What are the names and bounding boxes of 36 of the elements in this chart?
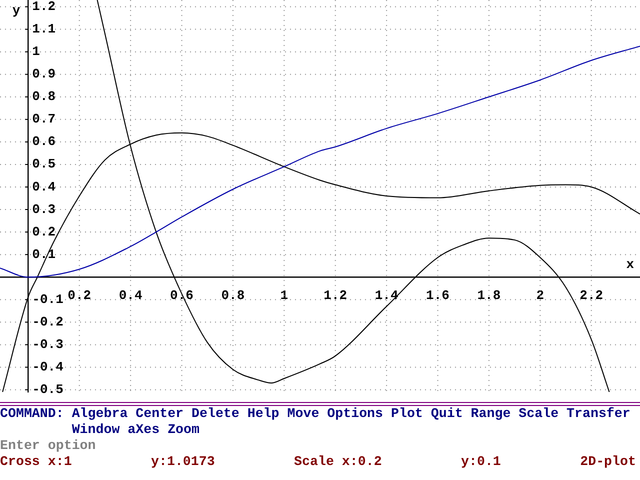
y-tick-label: 0.4	[32, 179, 56, 194]
y-tick-label: -0.3	[32, 336, 64, 352]
y-tick-label: 1.1	[32, 22, 56, 37]
text: y:0.1	[461, 454, 501, 470]
x-tick-label: 1.6	[426, 288, 450, 304]
y-tick-label: 0.3	[32, 202, 56, 217]
y-tick-label: 0.2	[32, 224, 56, 240]
text: Cross x:1	[0, 454, 72, 470]
text: 2D-plot	[580, 454, 636, 470]
y-tick-label: 0.8	[32, 89, 56, 104]
x-tick-label: 1.2	[324, 288, 348, 304]
y-tick-label: 1	[32, 44, 40, 60]
x-tick-label: 0.2	[68, 288, 92, 304]
text: Scale x:0.2	[294, 454, 382, 470]
x-tick-label: 1.8	[477, 288, 501, 304]
line-series	[0, 46, 640, 278]
text: y:1.0173	[151, 454, 215, 470]
x-tick-label: 2	[536, 288, 544, 304]
y-tick-label: 0.7	[32, 112, 56, 127]
y-tick-label: -0.4	[32, 360, 64, 374]
y-tick-label: 0.6	[32, 134, 56, 150]
y-tick-label: 0.5	[32, 156, 56, 172]
y-tick-label: -0.1	[32, 292, 64, 307]
y-axis-title: y	[12, 2, 20, 18]
x-tick-label: 2.2	[580, 288, 604, 304]
y-tick-label: 0.9	[32, 66, 56, 82]
text: COMMAND: Algebra Center Delete Help Move Options Plot Quit Range Scale Transfer Window aXes Zoom	[0, 406, 632, 438]
y-tick-label: -0.2	[32, 314, 64, 330]
x-tick-label: 0.4	[118, 288, 142, 304]
x-tick-label: 1	[280, 288, 288, 304]
y-tick-label: -0.5	[32, 382, 64, 398]
x-tick-label: 0.8	[221, 288, 245, 304]
x-axis-title: x	[626, 256, 634, 272]
y-tick-label: 1.2	[32, 0, 56, 14]
x-tick-label: 1.4	[374, 288, 398, 304]
text: Enter option	[0, 438, 97, 454]
